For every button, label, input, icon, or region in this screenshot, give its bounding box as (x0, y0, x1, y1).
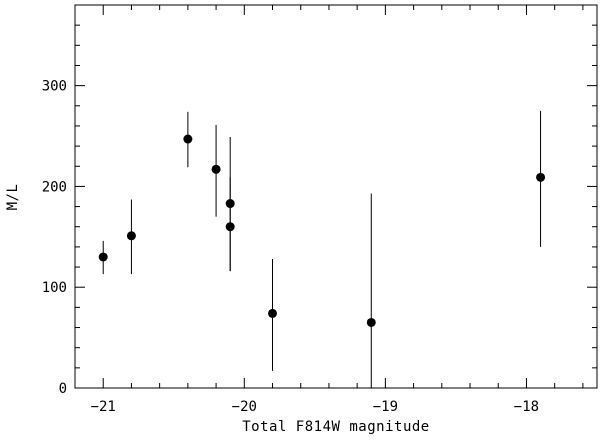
data-point (98, 252, 108, 262)
x-tick-label: −18 (514, 399, 539, 415)
data-point (536, 172, 546, 182)
data-points (98, 134, 546, 327)
x-tick-label: −21 (91, 399, 116, 415)
y-tick-label: 200 (42, 179, 67, 195)
data-point (126, 231, 136, 241)
plot-frame (74, 4, 598, 389)
x-axis-ticks (74, 5, 584, 388)
x-axis-tick-labels: −21 −20 −19 −18 (91, 399, 540, 415)
y-tick-label: 300 (42, 79, 67, 95)
y-tick-label: 0 (59, 381, 67, 397)
data-point (268, 308, 278, 318)
x-axis-title: Total F814W magnitude (242, 419, 430, 435)
error-bars (102, 110, 542, 388)
data-point (225, 222, 235, 232)
y-axis-title: M/L (5, 184, 21, 211)
x-tick-label: −19 (373, 399, 398, 415)
data-point (366, 317, 376, 327)
y-tick-label: 100 (42, 280, 67, 296)
data-point (211, 164, 221, 174)
data-point (183, 134, 193, 144)
x-tick-label: −20 (232, 399, 257, 415)
y-axis-ticks (75, 4, 597, 389)
data-point (225, 199, 235, 209)
y-axis-tick-labels: 0 100 200 300 (42, 79, 67, 397)
